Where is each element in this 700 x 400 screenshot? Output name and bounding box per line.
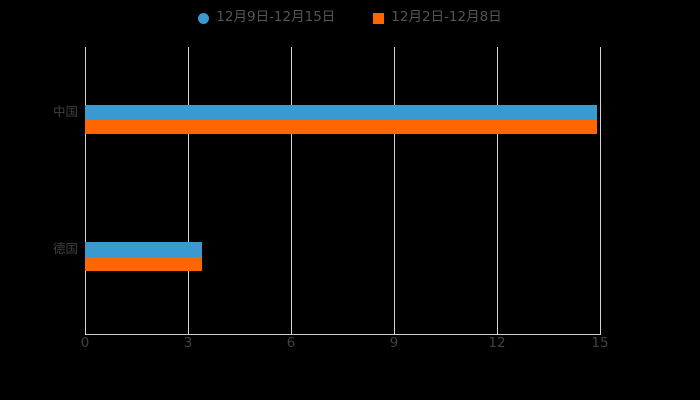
x-tick-label-0: 0 bbox=[80, 335, 90, 351]
gridline-0 bbox=[85, 47, 86, 335]
bar-germany-series-1[interactable] bbox=[85, 242, 202, 257]
x-tick-label-6: 6 bbox=[286, 335, 296, 351]
legend-item-series-1[interactable]: 12月9日-12月15日 bbox=[198, 11, 335, 25]
bar-china-series-1[interactable] bbox=[85, 105, 597, 120]
legend-circle-marker-icon bbox=[198, 12, 210, 24]
legend-item-series-2[interactable]: 12月2日-12月8日 bbox=[373, 9, 502, 26]
y-tick-label-germany: 德国 bbox=[52, 241, 78, 256]
legend-label-series-1: 12月9日-12月15日 bbox=[216, 9, 336, 26]
x-tick-label-9: 9 bbox=[389, 335, 399, 351]
x-axis-line bbox=[85, 334, 601, 335]
gridline-9 bbox=[394, 47, 395, 335]
y-tick-label-china: 中国 bbox=[52, 104, 78, 119]
bar-china-series-2[interactable] bbox=[85, 120, 597, 134]
x-tick-label-3: 3 bbox=[183, 335, 193, 351]
gridline-6 bbox=[291, 47, 292, 335]
plot-area bbox=[85, 47, 601, 335]
gridline-15 bbox=[600, 47, 601, 335]
gridline-3 bbox=[188, 47, 189, 335]
chart-legend: 12月9日-12月15日 12月2日-12月8日 bbox=[0, 6, 700, 30]
legend-label-series-2: 12月2日-12月8日 bbox=[391, 9, 502, 26]
x-tick-label-15: 15 bbox=[591, 335, 609, 351]
legend-square-marker-icon bbox=[373, 12, 385, 24]
bar-germany-series-2[interactable] bbox=[85, 257, 202, 271]
gridline-12 bbox=[497, 47, 498, 335]
x-tick-label-12: 12 bbox=[488, 335, 506, 351]
